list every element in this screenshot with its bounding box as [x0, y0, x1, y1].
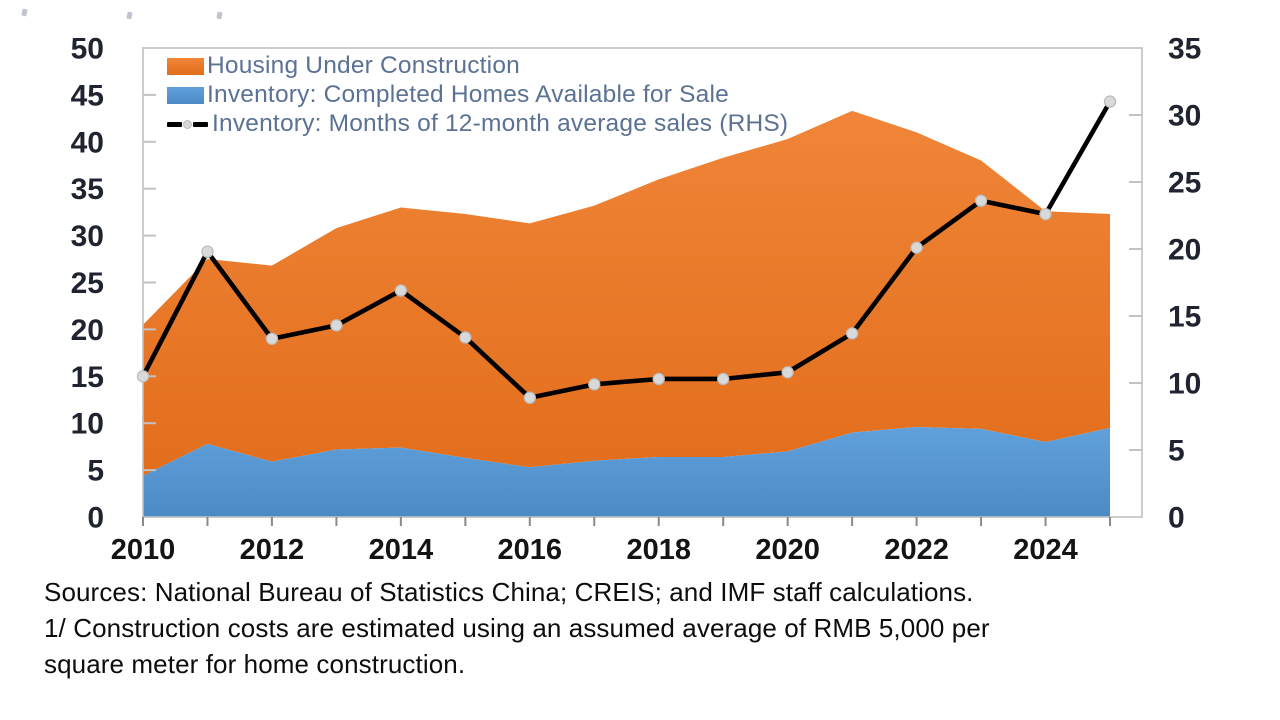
left-axis-tick-label: 20 — [71, 314, 104, 347]
right-axis-tick-label: 5 — [1168, 435, 1185, 468]
right-axis-tick-label: 35 — [1168, 33, 1201, 66]
x-axis-tick-label: 2020 — [755, 534, 820, 566]
line-data-point-marker — [394, 284, 408, 297]
legend-label: Housing Under Construction — [207, 52, 520, 79]
legend-item-inventory-months: Inventory: Months of 12-month average sa… — [167, 111, 788, 137]
line-data-point-marker — [974, 194, 988, 207]
left-axis-tick-label: 10 — [71, 408, 104, 441]
right-axis-tick-label: 30 — [1168, 100, 1201, 133]
left-axis-tick-label: 50 — [71, 33, 104, 66]
line-data-point-marker — [201, 245, 214, 258]
rhs-months-line — [140, 99, 1113, 401]
right-axis-tick-label: 20 — [1168, 234, 1201, 267]
sources-line: Sources: National Bureau of Statistics C… — [44, 577, 974, 607]
chart-legend: Housing Under Construction Inventory: Co… — [167, 53, 788, 137]
right-axis-tick-label: 25 — [1168, 167, 1201, 200]
left-axis-tick-label: 5 — [87, 455, 104, 488]
line-data-point-marker — [265, 332, 279, 345]
line-data-point-marker — [717, 372, 730, 386]
left-axis-tick-label: 15 — [71, 361, 104, 394]
x-axis-tick-label: 2014 — [369, 534, 434, 566]
black-dashed-line-swatch-icon — [167, 119, 211, 129]
line-data-point-marker — [330, 319, 343, 332]
left-axis-tick-label: 25 — [71, 267, 104, 300]
legend-label: Inventory: Months of 12-month average sa… — [212, 110, 789, 137]
footnote-line: 1/ Construction costs are estimated usin… — [44, 613, 990, 679]
left-axis-tick-label: 0 — [87, 502, 104, 535]
left-axis-tick-label: 45 — [71, 79, 104, 112]
left-axis-tick-label: 35 — [71, 173, 104, 206]
line-data-point-marker — [136, 370, 150, 383]
left-axis-tick-label: 40 — [71, 126, 104, 159]
x-axis-tick-label: 2024 — [1013, 534, 1078, 566]
right-axis-tick-label: 10 — [1168, 368, 1201, 401]
right-axis-tick-label: 15 — [1168, 301, 1201, 334]
line-data-point-marker — [1103, 95, 1117, 108]
line-data-point-marker — [1039, 207, 1052, 221]
line-data-point-marker — [910, 241, 923, 254]
x-axis-tick-label: 2016 — [498, 534, 563, 566]
line-data-point-marker — [588, 378, 601, 391]
legend-item-inventory-completed-homes: Inventory: Completed Homes Available for… — [167, 82, 788, 108]
source-note: Sources: National Bureau of Statistics C… — [44, 574, 1049, 682]
right-axis-tick-label: 0 — [1168, 502, 1185, 535]
orange-area-swatch-icon — [167, 57, 204, 75]
x-axis-tick-label: 2022 — [884, 534, 949, 566]
area-inventory-completed-homes — [143, 426, 1110, 517]
line-data-point-marker — [845, 327, 859, 340]
legend-item-housing-under-construction: Housing Under Construction — [167, 53, 788, 79]
x-axis-tick-label: 2018 — [626, 534, 691, 566]
x-axis-tick-label: 2010 — [111, 534, 176, 566]
blue-area-swatch-icon — [167, 86, 204, 104]
area-housing-under-construction — [143, 110, 1110, 476]
line-data-point-marker — [652, 372, 665, 386]
line-data-point-marker — [459, 331, 472, 344]
left-axis-tick-label: 30 — [71, 220, 104, 253]
line-data-point-marker — [523, 391, 537, 404]
legend-label: Inventory: Completed Homes Available for… — [207, 81, 729, 108]
x-axis-tick-label: 2012 — [240, 534, 305, 566]
line-data-point-marker — [781, 366, 794, 379]
